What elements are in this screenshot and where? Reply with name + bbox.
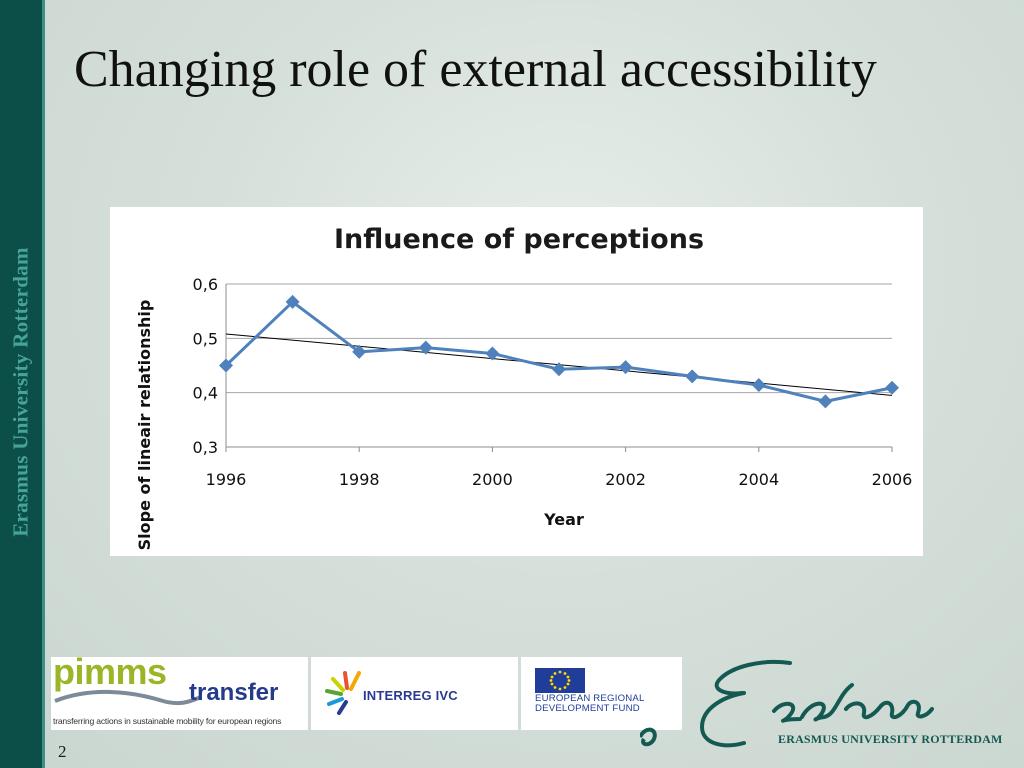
line-chart: Influence of perceptions 0,3 0,4 0,5 0,6 19… bbox=[135, 224, 913, 551]
sidebar: Erasmus University Rotterdam bbox=[0, 0, 45, 768]
eu-stars-icon bbox=[549, 670, 571, 691]
data-point bbox=[285, 294, 300, 309]
interreg-logo: INTERREG IVC bbox=[311, 657, 518, 730]
eu-fund-text: EUROPEAN REGIONAL DEVELOPMENT FUND bbox=[535, 694, 645, 714]
interreg-wordmark: INTERREG IVC bbox=[363, 688, 458, 703]
eu-fund-line1: EUROPEAN REGIONAL bbox=[535, 693, 645, 704]
data-point bbox=[352, 344, 367, 359]
data-point bbox=[485, 346, 500, 361]
eu-fund-line2: DEVELOPMENT FUND bbox=[535, 703, 640, 714]
data-point bbox=[818, 394, 833, 409]
eu-flag-icon bbox=[535, 668, 585, 693]
y-tick-label: 0,3 bbox=[193, 438, 218, 457]
x-tick-label: 2006 bbox=[872, 470, 913, 489]
y-axis-label: Slope of lineair relationship bbox=[135, 300, 154, 551]
data-point bbox=[685, 369, 700, 384]
data-point bbox=[885, 380, 899, 395]
data-point bbox=[618, 360, 633, 375]
y-tick-label: 0,5 bbox=[193, 329, 218, 348]
x-axis-label: Year bbox=[543, 510, 584, 529]
x-tick-label: 1996 bbox=[206, 470, 247, 489]
series-group bbox=[219, 294, 899, 409]
x-tick-labels: 1996 1998 2000 2002 2004 2006 bbox=[206, 447, 913, 489]
data-point bbox=[751, 378, 766, 393]
x-tick-label: 1998 bbox=[339, 470, 380, 489]
chart-title: Influence of perceptions bbox=[334, 224, 704, 255]
data-point bbox=[418, 340, 433, 355]
pimms-tagline: transferring actions in sustainable mobi… bbox=[53, 716, 282, 726]
erasmus-signature-logo bbox=[640, 660, 934, 748]
y-tick-labels: 0,3 0,4 0,5 0,6 bbox=[193, 275, 218, 457]
y-tick-label: 0,4 bbox=[193, 384, 218, 403]
grid-lines bbox=[226, 283, 892, 448]
sidebar-university-name: Erasmus University Rotterdam bbox=[8, 247, 33, 537]
x-tick-label: 2000 bbox=[472, 470, 513, 489]
slide-title: Changing role of external accessibility bbox=[74, 41, 877, 98]
data-point bbox=[552, 362, 566, 377]
chart-panel: Influence of perceptions 0,3 0,4 0,5 0,6 19… bbox=[110, 207, 923, 556]
data-point bbox=[219, 358, 233, 373]
pimms-swoosh-icon bbox=[54, 689, 202, 706]
y-tick-label: 0,6 bbox=[193, 275, 218, 294]
erasmus-university-label: ERASMUS UNIVERSITY ROTTERDAM bbox=[778, 732, 1003, 746]
x-tick-label: 2002 bbox=[605, 470, 646, 489]
x-tick-label: 2004 bbox=[738, 470, 779, 489]
pimms-transfer-word: transfer bbox=[189, 679, 279, 706]
pimms-wordmark: pimms bbox=[53, 651, 167, 692]
page-number: 2 bbox=[58, 742, 67, 761]
eu-regional-fund-logo: EUROPEAN REGIONAL DEVELOPMENT FUND bbox=[521, 657, 682, 730]
pimms-transfer-logo: pimms transfer transferring actions in s… bbox=[51, 651, 308, 730]
interreg-burst-icon bbox=[325, 671, 361, 715]
